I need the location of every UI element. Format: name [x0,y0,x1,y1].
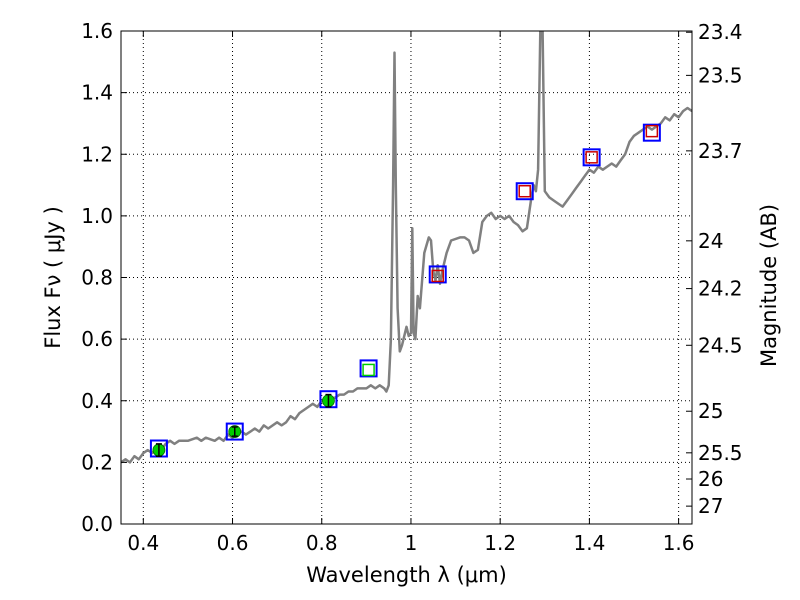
mag-tick-label: 23.4 [698,20,743,44]
axis-ticks [121,30,692,525]
y-tick-label: 0.8 [81,266,113,290]
plot-frame [120,30,693,525]
y-tick-label: 1.0 [81,204,113,228]
model-square-marker [359,359,378,378]
nir-square-marker [431,269,444,283]
model-square-marker [428,265,447,284]
nir-square-marker [585,151,598,164]
observed-open-square-marker [362,363,375,377]
mag-tick-label: 25 [698,399,723,423]
mag-tick-label: 24.2 [698,277,743,301]
mag-tick-label: 23.5 [698,63,743,87]
y-tick-label: 0.2 [81,450,113,474]
spectrum-layer [121,31,692,464]
y-tick-labels: 0.0 0.2 0.4 0.6 0.8 1.0 1.2 1.4 1.6 [81,19,113,536]
y-tick-label: 1.2 [81,142,113,166]
mag-tick-label: 24 [698,229,723,253]
y-tick-label: 1.4 [81,81,113,105]
mag-tick-label: 23.7 [698,139,743,163]
model-square-marker [225,422,244,441]
y-tick-label: 0.0 [81,512,113,536]
mag-tick-label: 24.5 [698,333,743,357]
nir-square-marker [518,184,531,198]
x-tick-label: 0.4 [127,531,159,555]
mag-tick-label: 25.5 [698,441,743,465]
y-tick-label: 1.6 [81,19,113,43]
spectrum-line [121,31,692,464]
grid-lines [121,30,692,525]
x-tick-label: 1.4 [573,531,605,555]
mag-tick-label: 26 [698,467,723,491]
x-tick-label: 1.2 [484,531,516,555]
x-tick-label: 1.6 [663,531,695,555]
x-tick-label: 1 [405,531,418,555]
photometry-markers [149,123,661,458]
y-axis-label: Flux Fν ( μJy ) [41,206,65,349]
x-tick-label: 0.8 [306,531,338,555]
x-tick-labels: 0.4 0.6 0.8 1 1.2 1.4 1.6 [127,531,694,555]
x-tick-label: 0.6 [217,531,249,555]
model-square-marker [515,182,534,201]
model-square-marker [642,123,661,142]
nir-square-marker [645,124,659,138]
x-axis-label: Wavelength λ (μm) [306,563,507,587]
model-square-marker [582,148,601,167]
magnitude-tick-labels: 23.4 23.5 23.7 24 24.2 24.5 25 25.526 27 [698,20,743,518]
y-tick-label: 0.4 [81,389,113,413]
mag-tick-label: 27 [698,494,723,518]
y2-axis-label: Magnitude (AB) [757,204,781,367]
y-tick-label: 0.6 [81,327,113,351]
